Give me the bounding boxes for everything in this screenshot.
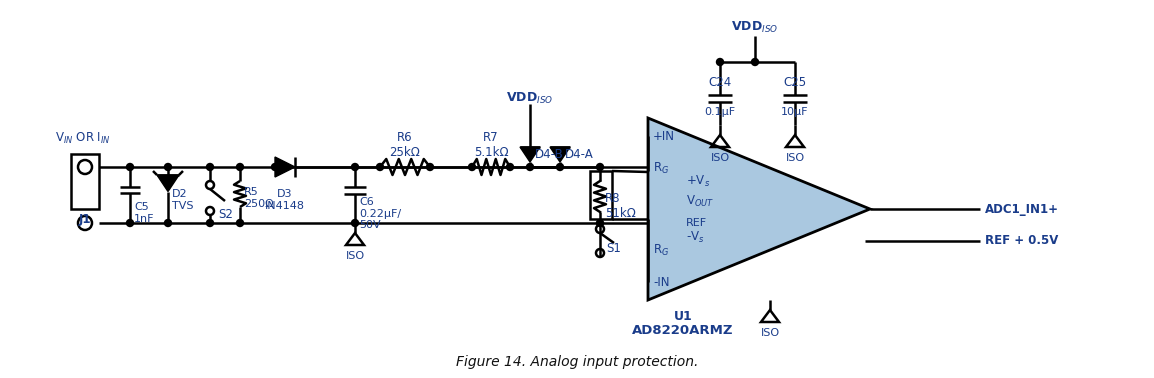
Text: R6
25kΩ: R6 25kΩ [390, 131, 420, 159]
Text: R8
51kΩ: R8 51kΩ [605, 192, 636, 220]
Text: +V$_s$: +V$_s$ [685, 174, 710, 189]
Circle shape [237, 220, 243, 226]
Circle shape [526, 164, 533, 170]
Circle shape [376, 164, 383, 170]
Text: 0.1μF: 0.1μF [704, 107, 735, 117]
Circle shape [427, 164, 434, 170]
Polygon shape [649, 118, 870, 300]
Polygon shape [550, 147, 570, 162]
Text: J1: J1 [78, 212, 91, 226]
Text: V$_{IN}$ OR I$_{IN}$: V$_{IN}$ OR I$_{IN}$ [55, 130, 111, 146]
Circle shape [751, 59, 758, 65]
Circle shape [717, 59, 724, 65]
Circle shape [352, 164, 359, 170]
Text: ISO: ISO [760, 328, 780, 338]
Circle shape [237, 164, 243, 170]
Text: Figure 14. Analog input protection.: Figure 14. Analog input protection. [456, 355, 698, 369]
Text: D4-A: D4-A [565, 149, 594, 161]
Text: +IN: +IN [653, 130, 675, 143]
Text: C5
1nF: C5 1nF [134, 202, 155, 224]
Circle shape [207, 220, 213, 226]
Text: C6
0.22μF/
50V: C6 0.22μF/ 50V [359, 197, 402, 230]
Text: R5
250Ω: R5 250Ω [243, 187, 273, 209]
Text: REF + 0.5V: REF + 0.5V [986, 234, 1058, 248]
Text: REF: REF [685, 218, 707, 228]
Text: ISO: ISO [345, 251, 365, 261]
Circle shape [127, 220, 134, 226]
Circle shape [127, 164, 134, 170]
Text: VDD$_{ISO}$: VDD$_{ISO}$ [732, 19, 779, 34]
Text: R$_G$: R$_G$ [653, 160, 669, 175]
Text: C25: C25 [784, 76, 807, 88]
Circle shape [597, 164, 604, 170]
Polygon shape [275, 157, 295, 177]
Text: R7
5.1kΩ: R7 5.1kΩ [473, 131, 508, 159]
Text: D4-B: D4-B [535, 149, 564, 161]
Circle shape [469, 164, 475, 170]
Polygon shape [157, 175, 179, 192]
Text: D2
TVS: D2 TVS [172, 189, 194, 211]
Circle shape [597, 220, 604, 226]
Circle shape [556, 164, 563, 170]
Text: ISO: ISO [786, 153, 804, 163]
Bar [72, 154, 99, 209]
Circle shape [352, 220, 359, 226]
Text: S2: S2 [218, 209, 233, 222]
Text: C24: C24 [709, 76, 732, 88]
Text: V$_{OUT}$: V$_{OUT}$ [685, 194, 714, 209]
Text: S1: S1 [606, 243, 621, 256]
Text: AD8220ARMZ: AD8220ARMZ [632, 324, 734, 336]
Circle shape [507, 164, 514, 170]
Polygon shape [520, 147, 540, 162]
Circle shape [271, 164, 278, 170]
Circle shape [165, 220, 172, 226]
Text: R$_G$: R$_G$ [653, 242, 669, 257]
Circle shape [207, 164, 213, 170]
Text: 10μF: 10μF [781, 107, 809, 117]
Text: ISO: ISO [711, 153, 729, 163]
Text: ADC1_IN1+: ADC1_IN1+ [986, 203, 1059, 215]
Circle shape [165, 164, 172, 170]
Text: D3
IN4148: D3 IN4148 [265, 189, 305, 211]
Text: -IN: -IN [653, 276, 669, 288]
Text: -V$_s$: -V$_s$ [685, 229, 705, 245]
Bar [590, 171, 612, 219]
Text: U1: U1 [674, 310, 692, 322]
Text: VDD$_{ISO}$: VDD$_{ISO}$ [507, 90, 554, 105]
